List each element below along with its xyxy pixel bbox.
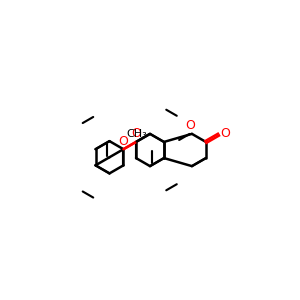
Text: O: O [131, 127, 141, 140]
Text: O: O [186, 119, 196, 132]
Text: O: O [118, 135, 128, 148]
Text: CH₃: CH₃ [127, 129, 148, 139]
Text: O: O [220, 127, 230, 140]
